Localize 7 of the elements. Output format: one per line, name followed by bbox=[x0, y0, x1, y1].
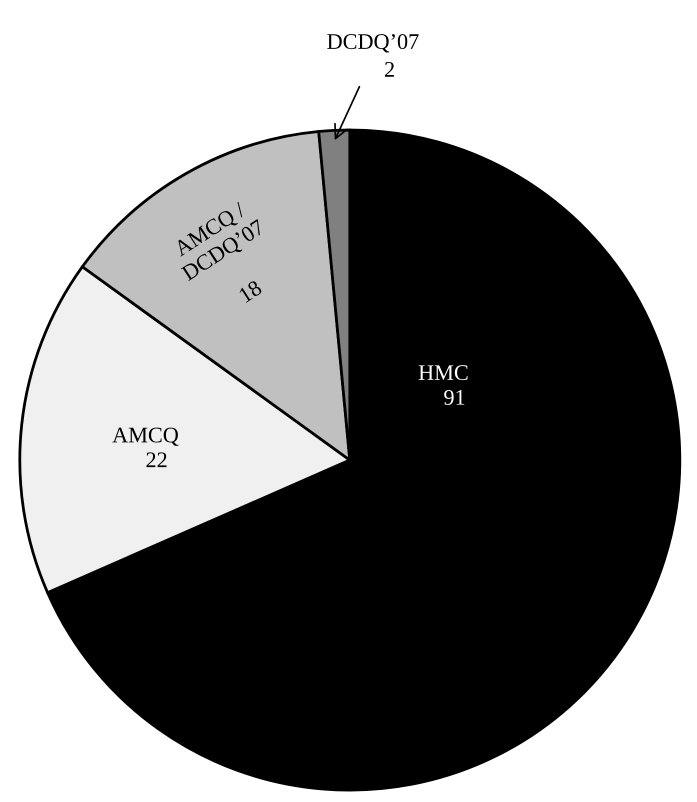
data-label: 22 bbox=[146, 452, 166, 468]
data-label: 2 bbox=[385, 62, 394, 77]
slice-label: DCDQ’07 bbox=[327, 34, 419, 52]
data-label: 91 bbox=[444, 390, 464, 405]
slice-label: HMC bbox=[418, 365, 468, 380]
data-label: 18 bbox=[238, 280, 263, 303]
slice-label: AMCQ bbox=[112, 428, 178, 446]
